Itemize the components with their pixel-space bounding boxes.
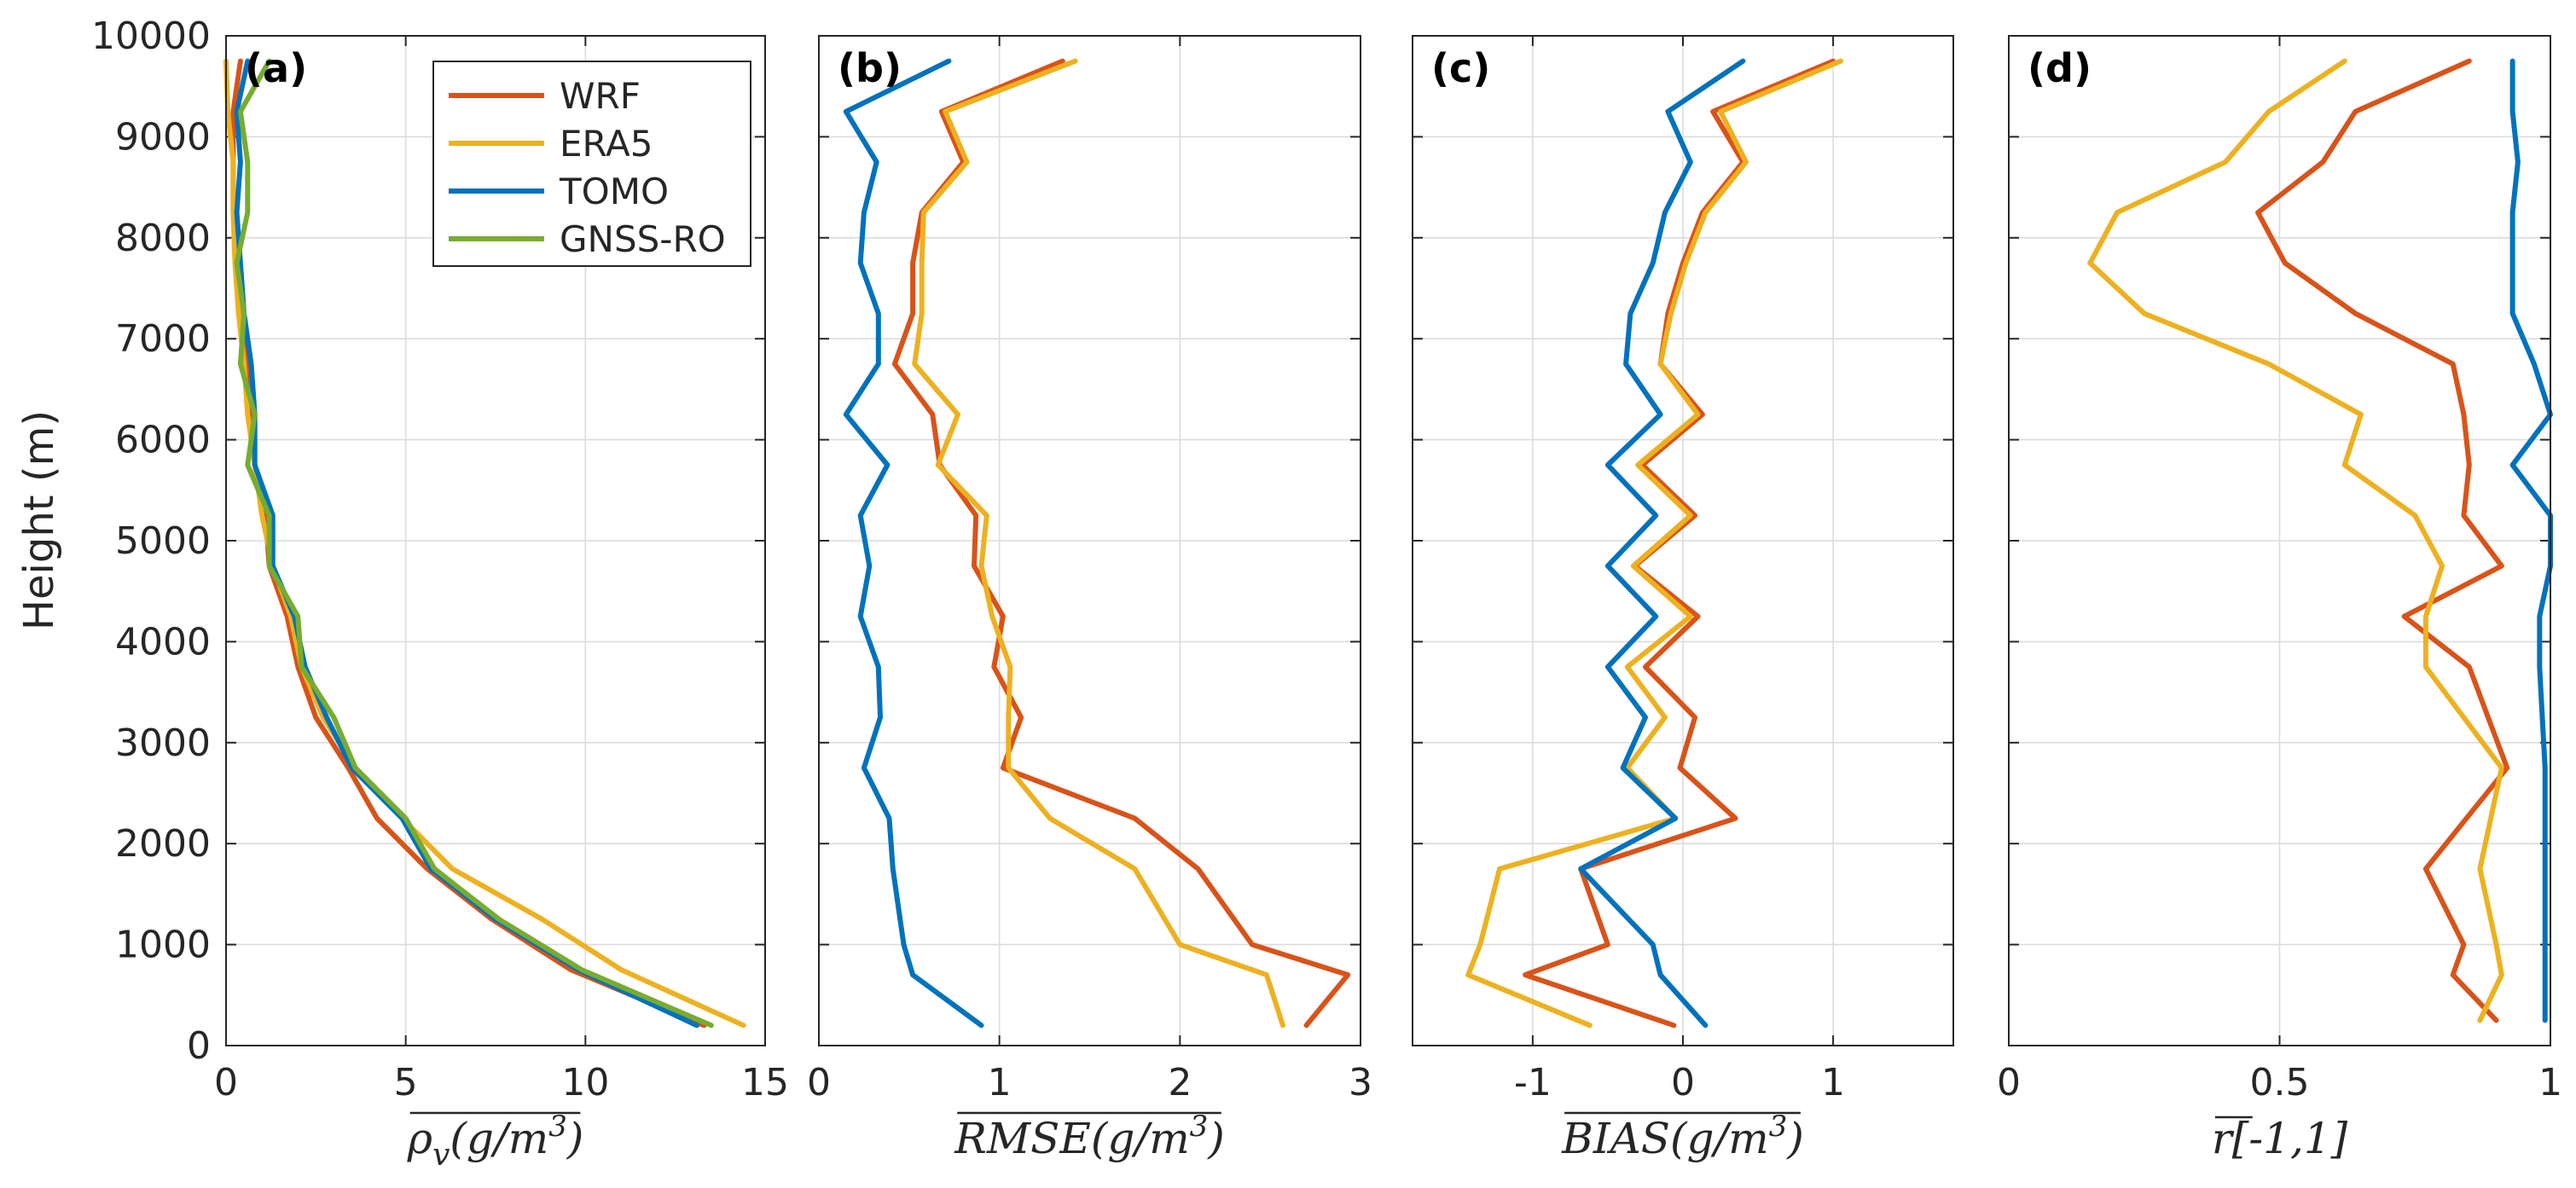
x-tick-label: 0.5 <box>2250 1061 2310 1104</box>
x-tick-label: 0 <box>214 1061 238 1104</box>
panel-tag: (d) <box>2028 45 2092 91</box>
series-line-tomo <box>2509 58 2553 1023</box>
series-line-era5 <box>2087 58 2504 1023</box>
x-tick-label: -1 <box>1514 1061 1552 1104</box>
x-axis-label: BIAS(g/m3) <box>1561 1110 1804 1163</box>
series-line-era5 <box>1465 58 1843 1029</box>
legend-label-gnss-ro: GNSS-RO <box>560 218 726 260</box>
x-axis-label: ρv(g/m3) <box>407 1110 584 1173</box>
legend-label-tomo: TOMO <box>559 171 669 212</box>
panel-b: 0 1 2 3 (b) RMSE(g/m3) <box>807 35 1372 1163</box>
panels: 0100020003000400050006000700080009000100… <box>91 14 2562 1173</box>
y-tick-label: 0 <box>187 1024 211 1068</box>
axes-frame <box>818 35 1361 1046</box>
x-axis-label: RMSE(g/m3) <box>954 1110 1225 1163</box>
y-tick-label: 2000 <box>115 822 211 866</box>
y-tick-label: 5000 <box>115 519 211 563</box>
series-line-wrf <box>891 58 1351 1029</box>
x-tick-label: 3 <box>1349 1061 1372 1104</box>
axes-frame <box>1412 35 1954 1046</box>
y-axis-label: Height (m) <box>15 410 63 630</box>
y-tick-label: 1000 <box>115 924 211 967</box>
y-tick-label: 4000 <box>115 620 211 664</box>
x-tick-label: 0 <box>1671 1061 1695 1104</box>
x-tick-label: 0 <box>1997 1061 2021 1104</box>
legend: WRF ERA5 TOMO GNSS-RO <box>432 61 751 267</box>
x-tick-label: 2 <box>1168 1061 1192 1104</box>
legend-label-era5: ERA5 <box>560 123 653 165</box>
x-tick-label: 5 <box>394 1061 418 1104</box>
axes-frame <box>2008 35 2551 1046</box>
panel-d: 0 0.5 1 (d) r[-1,1] <box>1997 35 2562 1163</box>
x-tick-label: 1 <box>1821 1061 1845 1104</box>
y-tick-label: 8000 <box>115 217 211 260</box>
series-line-era5 <box>912 58 1285 1029</box>
x-tick-label: 1 <box>988 1061 1012 1104</box>
panel-tag: (b) <box>838 45 902 91</box>
y-tick-label: 7000 <box>115 317 211 361</box>
y-tick-label: 3000 <box>115 721 211 765</box>
x-tick-label: 15 <box>741 1061 789 1104</box>
panel-tag: (c) <box>1431 45 1490 91</box>
axes-frame <box>225 35 766 1046</box>
series-line-tomo <box>234 58 699 1029</box>
x-axis-label: r[-1,1] <box>2212 1114 2348 1163</box>
x-tick-label: 0 <box>807 1061 831 1104</box>
x-tick-label: 1 <box>2538 1061 2562 1104</box>
x-tick-label: 10 <box>561 1061 609 1104</box>
panel-tag: (a) <box>245 45 307 91</box>
series-line-wrf <box>2255 58 2510 1023</box>
panel-c: -1 0 1 (c) BIAS(g/m3) <box>1412 35 1954 1163</box>
series-line-tomo <box>1578 58 1746 1029</box>
y-tick-label: 6000 <box>115 419 211 462</box>
y-tick-label: 9000 <box>115 115 211 159</box>
series-line-gnss-ro <box>234 58 714 1029</box>
series-line-tomo <box>843 58 984 1029</box>
legend-label-wrf: WRF <box>560 75 641 117</box>
y-tick-label: 10000 <box>91 14 211 58</box>
